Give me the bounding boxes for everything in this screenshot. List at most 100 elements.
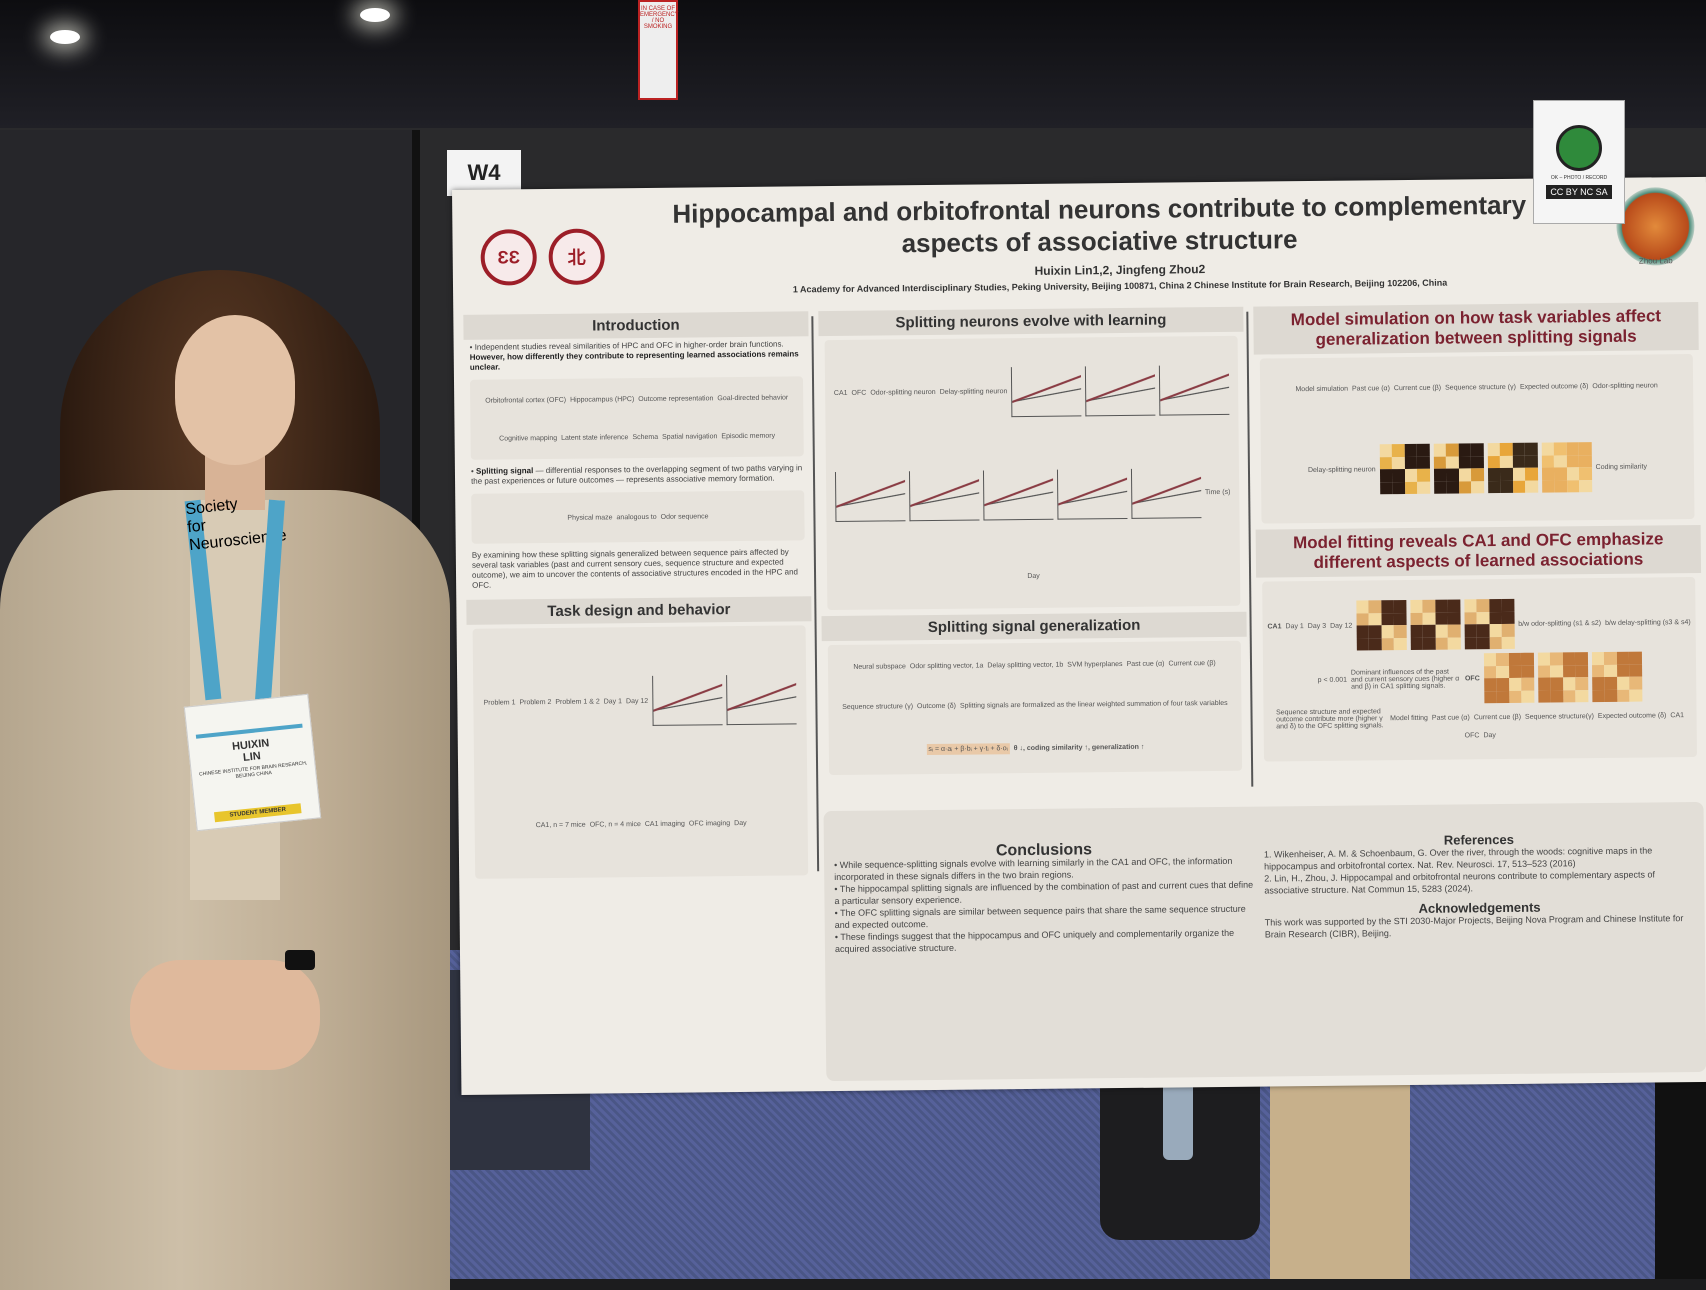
fig-label: Past cue (α) <box>1351 385 1390 393</box>
fig-label: Odor sequence <box>660 512 709 521</box>
heatmap-cell <box>1508 677 1522 691</box>
fig-label: CA1 <box>1670 712 1685 720</box>
heatmap-cell <box>1410 624 1423 638</box>
similarity-heatmap <box>1487 442 1538 494</box>
institute-logo: ƐƐ <box>480 229 538 286</box>
heatmap-cell <box>1447 611 1461 625</box>
heatmap-cell <box>1541 442 1555 456</box>
fig-label: OFC <box>1464 674 1480 682</box>
heatmap-cell <box>1591 676 1605 690</box>
fig-label: Problem 1 <box>483 699 516 707</box>
intro-text: • Independent studies reveal similaritie… <box>469 339 799 372</box>
heatmap-cell <box>1508 665 1522 678</box>
behavior-plot <box>725 674 797 726</box>
section-heading: Introduction <box>463 311 809 340</box>
fig-label: CA1 imaging <box>644 820 685 828</box>
model-fitting-section: Model fitting reveals CA1 and OFC emphas… <box>1255 524 1703 762</box>
heatmap-cell <box>1508 652 1522 666</box>
task-figure: Problem 1 Problem 2 Problem 1 & 2 Day 1 … <box>472 625 809 879</box>
heatmap-cell <box>1575 689 1589 703</box>
heatmap-cell <box>1554 467 1567 480</box>
fig-label: Day 12 <box>625 697 649 705</box>
heatmap-cell <box>1512 442 1526 456</box>
heatmap-cell <box>1356 600 1369 614</box>
heatmap-cell <box>1512 455 1526 468</box>
heatmap-cell <box>1379 444 1393 457</box>
heatmap-cell <box>1368 612 1382 626</box>
heatmap-cell <box>1356 637 1370 651</box>
heatmap-cell <box>1496 665 1509 679</box>
heatmap-cell <box>1422 612 1436 625</box>
fig-label: Model fitting <box>1390 714 1428 723</box>
poster: ƐƐ 北 Hippocampal and orbitofrontal neuro… <box>452 176 1706 1095</box>
fig-label: Current cue (β) <box>1473 713 1522 722</box>
fig-label: Sequence structure (γ) <box>842 703 914 712</box>
heatmap-cell <box>1520 652 1534 666</box>
fitting-bullet: Dominant influences of the past and curr… <box>1350 668 1460 691</box>
fig-label: Odor splitting vector, 1a <box>909 662 984 671</box>
heatmap-cell <box>1578 442 1592 455</box>
heatmap-cell <box>1464 624 1477 637</box>
fig-label: Day 1 <box>603 697 623 706</box>
heatmap-cell <box>1554 454 1567 468</box>
heatmap-cell <box>1579 467 1592 480</box>
heatmap-cell <box>1368 600 1382 613</box>
lab-logo: Zhou Lab <box>1616 186 1695 266</box>
fig-label: Problem 2 <box>519 698 552 707</box>
ofc-heatmap <box>1537 652 1589 703</box>
heatmap-cell <box>1404 456 1418 470</box>
heatmap-cell <box>1464 636 1478 650</box>
heatmap-cell <box>1488 599 1502 612</box>
generalization-section: Splitting signal generalization Neural s… <box>821 611 1248 776</box>
fig-label: Current cue (β) <box>1393 384 1442 393</box>
heatmap-cell <box>1512 467 1526 481</box>
heatmap-cell <box>1574 652 1588 665</box>
section-heading: Model simulation on how task variables a… <box>1253 301 1699 355</box>
heatmap-cell <box>1471 480 1484 494</box>
heatmap-cell <box>1379 469 1393 482</box>
heatmap-cell <box>1500 467 1513 481</box>
poster-header: ƐƐ 北 Hippocampal and orbitofrontal neuro… <box>452 177 1706 310</box>
heatmap-cell <box>1410 612 1423 625</box>
heatmap-cell <box>1525 480 1538 493</box>
heatmap-cell <box>1447 624 1461 638</box>
heatmap-cell <box>1566 479 1580 493</box>
references: References 1. Wikenheiser, A. M. & Schoe… <box>1264 832 1695 940</box>
heatmap-cell <box>1393 637 1407 651</box>
heatmap-cell <box>1541 479 1555 493</box>
fig-label: Outcome representation <box>638 394 714 403</box>
heatmap-cell <box>1603 651 1617 665</box>
camera-icon <box>1556 125 1602 171</box>
fig-label: Schema <box>632 433 659 441</box>
conclusion-item: While sequence-splitting signals evolve … <box>834 855 1233 883</box>
ofc-heatmap <box>1591 651 1643 703</box>
heatmap-cell <box>1495 652 1509 666</box>
heatmap-cell <box>1566 442 1580 455</box>
heatmap-cell <box>1422 599 1436 613</box>
heatmap-cell <box>1447 636 1461 650</box>
similarity-heatmap <box>1541 442 1592 493</box>
heatmap-cell <box>1422 624 1436 638</box>
heatmap-cell <box>1553 442 1567 455</box>
introduction-section: Introduction • Independent studies revea… <box>463 311 811 594</box>
heatmap-cell <box>1524 442 1538 456</box>
ceiling <box>0 0 1706 150</box>
heatmap-cell <box>1537 690 1551 703</box>
heatmap-cell <box>1604 676 1617 690</box>
section-heading: Splitting neurons evolve with learning <box>818 306 1244 337</box>
heatmap-cell <box>1489 636 1503 650</box>
ca1-heatmap <box>1463 598 1515 650</box>
heatmap-cell <box>1550 664 1563 678</box>
generalization-conclusion: θ ↓, coding similarity ↑, generalization… <box>1013 743 1145 753</box>
heatmap-cell <box>1476 636 1490 650</box>
heatmap-cell <box>1487 480 1501 494</box>
fig-label: CA1, n = 7 mice <box>535 821 586 829</box>
model-simulation-section: Model simulation on how task variables a… <box>1253 301 1700 524</box>
fig-label: Problem 1 & 2 <box>555 698 600 706</box>
heatmap-cell <box>1356 612 1369 626</box>
heatmap-cell <box>1368 625 1382 638</box>
fig-label: Sequence structure (γ) <box>1445 383 1516 392</box>
heatmap-cell <box>1458 468 1472 481</box>
heatmap-cell <box>1422 637 1436 650</box>
heatmap-cell <box>1604 689 1618 702</box>
